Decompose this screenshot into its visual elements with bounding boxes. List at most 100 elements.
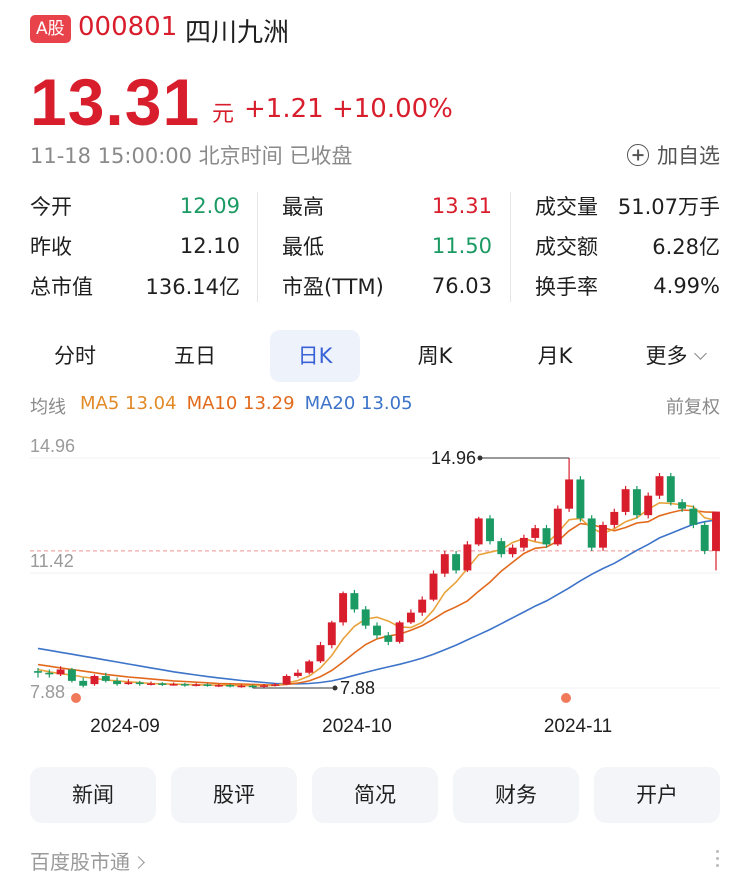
event-marker — [561, 693, 571, 703]
candle-body — [260, 685, 268, 687]
candle-body — [712, 511, 720, 551]
stat-label: 成交额 — [535, 235, 598, 259]
adjust-mode[interactable]: 前复权 — [666, 397, 720, 418]
candle-body — [45, 672, 54, 675]
candle-body — [452, 554, 461, 571]
candle-body — [531, 528, 540, 538]
stat-value: 12.10 — [179, 234, 240, 258]
candle-body — [79, 680, 88, 686]
stat-label: 市盈(TTM) — [282, 275, 384, 299]
candle-body — [113, 680, 122, 685]
high-annotation-label: 14.96 — [431, 448, 476, 468]
candle-body — [700, 524, 709, 551]
stock-code: 000801 — [78, 12, 178, 42]
change-amount: +1.21 — [244, 94, 324, 124]
ma10-value: MA10 13.29 — [186, 393, 295, 414]
candle-body — [34, 671, 42, 673]
stat-value: 12.09 — [179, 194, 240, 218]
y-tick-label: 11.42 — [30, 551, 74, 571]
candle-body — [203, 684, 212, 686]
news-button[interactable]: 新闻 — [30, 767, 156, 823]
candle-body — [463, 544, 472, 571]
market-status-line: 11-18 15:00:00 北京时间 已收盘 — [30, 144, 353, 168]
candle-body — [147, 683, 155, 685]
market-badge: A股 — [30, 15, 71, 43]
current-price: 13.31 — [30, 65, 201, 139]
stat-row-volume: 成交量 51.07万手 — [535, 186, 720, 226]
stat-label: 最高 — [282, 195, 324, 219]
ma20-value: MA20 13.05 — [304, 393, 413, 414]
candle-body — [565, 479, 574, 509]
stat-label: 成交量 — [535, 195, 598, 219]
candle-body — [599, 524, 607, 548]
candle-body — [67, 669, 76, 681]
divider — [510, 192, 511, 302]
stats-column: 最高 13.31 最低 11.50 市盈(TTM) 76.03 — [282, 186, 492, 306]
chevron-right-icon — [132, 856, 145, 869]
chevron-down-icon — [693, 347, 707, 360]
x-tick-label: 2024-11 — [544, 716, 612, 737]
x-tick-label: 2024-10 — [322, 716, 392, 737]
candle-body — [226, 685, 235, 687]
candle-body — [655, 476, 664, 496]
candle-body — [316, 645, 325, 662]
candle-body — [282, 675, 291, 685]
stat-value: 6.28亿 — [652, 235, 720, 259]
candle-body — [124, 682, 133, 685]
stat-value: 11.50 — [431, 234, 492, 258]
candle-body — [248, 685, 257, 688]
candle-body — [237, 685, 246, 688]
candle-body — [418, 599, 427, 613]
stat-value: 4.99% — [653, 274, 720, 298]
finance-button[interactable]: 财务 — [453, 767, 579, 823]
x-tick-label: 2024-09 — [90, 716, 160, 737]
stat-row-turnover-rate: 换手率 4.99% — [535, 266, 720, 306]
ma20-line — [37, 519, 717, 685]
low-annotation-label: 7.88 — [340, 678, 375, 698]
candle-body — [339, 593, 348, 623]
candle-body — [135, 682, 144, 685]
tab-daily-k[interactable]: 日K — [270, 330, 360, 382]
ma5-value: MA5 13.04 — [80, 393, 177, 414]
candle-body — [214, 685, 223, 687]
candle-body — [576, 479, 585, 519]
ma-legend-label: 均线 — [30, 397, 66, 418]
stat-row-low: 最低 11.50 — [282, 226, 492, 266]
tab-weekly-k[interactable]: 周K — [417, 344, 453, 368]
stats-grid: 今开 12.09 昨收 12.10 总市值 136.14亿 最高 13.31 最低 11.… — [30, 186, 720, 306]
candle-body — [373, 625, 381, 636]
candle-body — [542, 528, 551, 545]
stat-label: 最低 — [282, 235, 324, 259]
candle-body — [610, 511, 619, 525]
more-options-icon[interactable] — [716, 850, 720, 871]
add-watchlist-label: 加自选 — [657, 144, 720, 168]
comments-button[interactable]: 股评 — [171, 767, 297, 823]
y-tick-label: 14.96 — [30, 436, 75, 456]
source-link[interactable]: 百度股市通 — [30, 846, 145, 875]
stat-value: 13.31 — [431, 194, 492, 218]
stat-value: 136.14亿 — [145, 275, 240, 299]
candle-body — [508, 547, 517, 555]
candle-body — [519, 537, 528, 548]
ma-legend: 均线 MA5 13.04 MA10 13.29 MA20 13.05 — [30, 393, 413, 419]
profile-button[interactable]: 简况 — [312, 767, 438, 823]
candle-body — [271, 684, 280, 686]
open-account-button[interactable]: 开户 — [594, 767, 720, 823]
candle-body — [486, 518, 494, 542]
tab-intraday[interactable]: 分时 — [54, 344, 96, 368]
tab-monthly-k[interactable]: 月K — [537, 344, 573, 368]
stats-column: 成交量 51.07万手 成交额 6.28亿 换手率 4.99% — [535, 186, 720, 306]
plus-circle-icon — [627, 144, 649, 166]
add-watchlist-button[interactable]: 加自选 — [627, 140, 720, 170]
source-label: 百度股市通 — [30, 850, 130, 874]
kline-chart[interactable]: 14.96 11.42 7.88 14.96 7.88 2024-09 2024-10 202… — [0, 430, 750, 740]
stock-name: 四川九洲 — [185, 18, 290, 48]
tab-more[interactable]: 更多 — [630, 330, 720, 382]
candle-body — [180, 684, 189, 686]
ma10-line — [37, 509, 717, 686]
event-marker — [71, 693, 81, 703]
stat-row-open: 今开 12.09 — [30, 186, 240, 226]
tab-five-day[interactable]: 五日 — [174, 344, 216, 368]
stat-row-turnover: 成交额 6.28亿 — [535, 226, 720, 266]
candle-body — [553, 508, 562, 545]
